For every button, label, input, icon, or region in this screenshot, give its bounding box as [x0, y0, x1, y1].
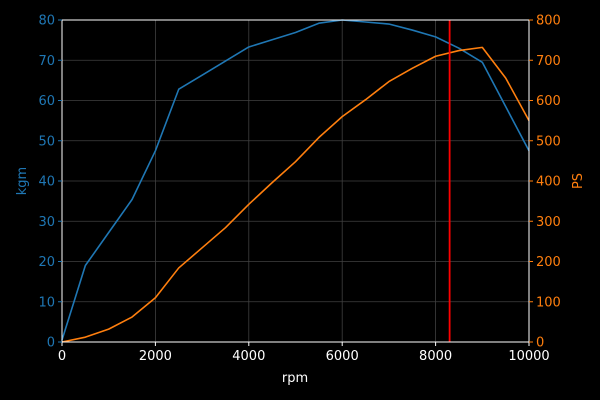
y-left-tick-label: 70 — [38, 54, 55, 69]
y-left-tick-label: 60 — [38, 94, 55, 109]
x-tick-label: 8000 — [419, 349, 452, 364]
y-right-tick-label: 200 — [536, 255, 561, 270]
y-right-tick-label: 0 — [536, 336, 544, 351]
x-tick-label: 10000 — [508, 349, 549, 364]
x-axis-label: rpm — [282, 371, 308, 386]
x-tick-label: 0 — [58, 349, 66, 364]
y-axis-left-label: kgm — [15, 167, 30, 195]
y-left-tick-label: 10 — [38, 295, 55, 310]
y-left-tick-label: 50 — [38, 134, 55, 149]
y-left-tick-label: 20 — [38, 255, 55, 270]
power-line — [61, 46, 530, 343]
y-right-tick-label: 600 — [536, 94, 561, 109]
y-axis-right-label: PS — [571, 173, 586, 189]
y-right-tick-label: 100 — [536, 295, 561, 310]
y-right-tick-label: 400 — [536, 175, 561, 190]
y-right-tick-label: 800 — [536, 14, 561, 29]
x-tick-label: 2000 — [139, 349, 172, 364]
y-right-tick-label: 300 — [536, 215, 561, 230]
y-left-tick-label: 80 — [38, 14, 55, 29]
y-right-tick-label: 500 — [536, 134, 561, 149]
axis-ticks: 0 2000 4000 6000 8000 10000010203040506070800… — [38, 14, 560, 365]
y-right-tick-label: 700 — [536, 54, 561, 69]
y-left-tick-label: 40 — [38, 175, 55, 190]
series-lines — [61, 19, 530, 343]
y-left-tick-label: 0 — [47, 336, 55, 351]
torque-line — [61, 19, 530, 341]
x-tick-label: 4000 — [232, 349, 265, 364]
x-tick-label: 6000 — [326, 349, 359, 364]
y-left-tick-label: 30 — [38, 215, 55, 230]
